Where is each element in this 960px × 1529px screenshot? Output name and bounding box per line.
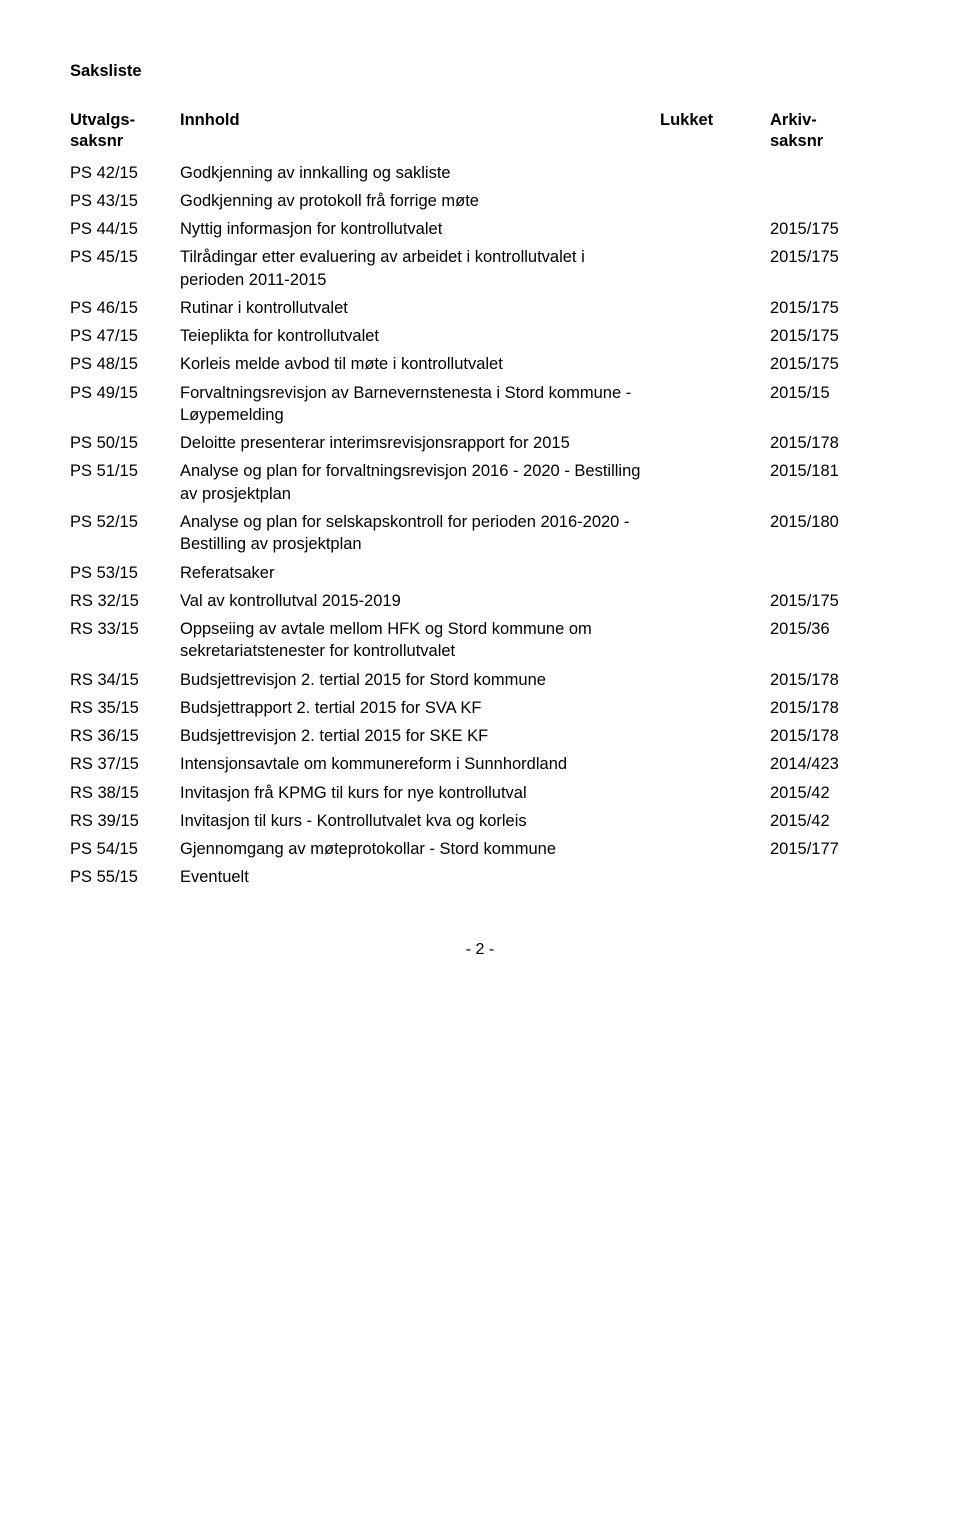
header-innhold: Innhold (180, 110, 660, 131)
cell-arkiv: 2015/175 (770, 353, 880, 375)
table-row: RS 33/15Oppseiing av avtale mellom HFK o… (70, 618, 890, 663)
cell-arkiv: 2015/177 (770, 838, 880, 860)
table-row: PS 46/15Rutinar i kontrollutvalet 2015/17… (70, 297, 890, 319)
header-lukket: Lukket (660, 110, 770, 131)
cell-innhold: Budsjettrevisjon 2. tertial 2015 for Sto… (180, 669, 660, 691)
cell-saksnr: RS 39/15 (70, 810, 180, 832)
table-row: PS 49/15Forvaltningsrevisjon av Barnever… (70, 382, 890, 427)
cell-arkiv: 2015/175 (770, 246, 880, 268)
cell-saksnr: PS 48/15 (70, 353, 180, 375)
cell-innhold: Teieplikta for kontrollutvalet (180, 325, 660, 347)
table-row: PS 52/15Analyse og plan for selskapskont… (70, 511, 890, 556)
cell-arkiv: 2015/175 (770, 218, 880, 240)
cell-arkiv: 2015/175 (770, 325, 880, 347)
cell-saksnr: PS 45/15 (70, 246, 180, 268)
cell-arkiv: 2015/180 (770, 511, 880, 533)
cell-innhold: Korleis melde avbod til møte i kontrollu… (180, 353, 660, 375)
cell-innhold: Oppseiing av avtale mellom HFK og Stord … (180, 618, 660, 663)
cell-innhold: Eventuelt (180, 866, 660, 888)
cell-innhold: Gjennomgang av møteprotokollar - Stord k… (180, 838, 660, 860)
cell-arkiv: 2015/15 (770, 382, 880, 404)
cell-innhold: Nyttig informasjon for kontrollutvalet (180, 218, 660, 240)
cell-saksnr: PS 55/15 (70, 866, 180, 888)
cell-arkiv: 2015/178 (770, 697, 880, 719)
cell-saksnr: PS 43/15 (70, 190, 180, 212)
table-row: RS 32/15Val av kontrollutval 2015-2019 20… (70, 590, 890, 612)
table-row: PS 42/15Godkjenning av innkalling og sak… (70, 162, 890, 184)
cell-saksnr: RS 34/15 (70, 669, 180, 691)
table-row: PS 43/15Godkjenning av protokoll frå for… (70, 190, 890, 212)
header-saksnr: Utvalgs- saksnr (70, 110, 180, 151)
cell-innhold: Invitasjon til kurs - Kontrollutvalet kv… (180, 810, 660, 832)
table-row: PS 45/15Tilrådingar etter evaluering av … (70, 246, 890, 291)
cell-saksnr: PS 49/15 (70, 382, 180, 404)
cell-arkiv: 2015/181 (770, 460, 880, 482)
cell-innhold: Val av kontrollutval 2015-2019 (180, 590, 660, 612)
cell-saksnr: PS 54/15 (70, 838, 180, 860)
cell-saksnr: PS 50/15 (70, 432, 180, 454)
cell-innhold: Intensjonsavtale om kommunereform i Sunn… (180, 753, 660, 775)
cell-saksnr: RS 32/15 (70, 590, 180, 612)
cell-saksnr: RS 33/15 (70, 618, 180, 640)
table-row: RS 38/15Invitasjon frå KPMG til kurs for… (70, 782, 890, 804)
table-row: PS 55/15Eventuelt (70, 866, 890, 888)
cell-saksnr: PS 42/15 (70, 162, 180, 184)
cell-innhold: Budsjettrevisjon 2. tertial 2015 for SKE… (180, 725, 660, 747)
cell-arkiv: 2015/175 (770, 297, 880, 319)
cell-saksnr: PS 53/15 (70, 562, 180, 584)
cell-saksnr: PS 44/15 (70, 218, 180, 240)
cell-arkiv: 2015/42 (770, 810, 880, 832)
table-row: RS 36/15Budsjettrevisjon 2. tertial 2015… (70, 725, 890, 747)
table-row: PS 53/15Referatsaker (70, 562, 890, 584)
cell-arkiv: 2014/423 (770, 753, 880, 775)
cell-innhold: Godkjenning av protokoll frå forrige møt… (180, 190, 660, 212)
cell-arkiv: 2015/178 (770, 669, 880, 691)
table-header-row: Utvalgs- saksnr Innhold Lukket Arkiv- sa… (70, 110, 890, 151)
cell-arkiv: 2015/36 (770, 618, 880, 640)
cell-innhold: Forvaltningsrevisjon av Barnevernstenest… (180, 382, 660, 427)
cell-innhold: Analyse og plan for forvaltningsrevisjon… (180, 460, 660, 505)
cell-saksnr: PS 46/15 (70, 297, 180, 319)
cell-innhold: Budsjettrapport 2. tertial 2015 for SVA … (180, 697, 660, 719)
table-row: PS 50/15Deloitte presenterar interimsrev… (70, 432, 890, 454)
cell-innhold: Deloitte presenterar interimsrevisjonsra… (180, 432, 660, 454)
table-row: PS 48/15Korleis melde avbod til møte i k… (70, 353, 890, 375)
cell-saksnr: PS 52/15 (70, 511, 180, 533)
table-row: RS 37/15Intensjonsavtale om kommunerefor… (70, 753, 890, 775)
cell-innhold: Analyse og plan for selskapskontroll for… (180, 511, 660, 556)
page-title: Saksliste (70, 60, 890, 82)
cell-innhold: Godkjenning av innkalling og sakliste (180, 162, 660, 184)
cell-arkiv: 2015/178 (770, 725, 880, 747)
cell-innhold: Tilrådingar etter evaluering av arbeidet… (180, 246, 660, 291)
cell-saksnr: RS 35/15 (70, 697, 180, 719)
cell-arkiv: 2015/178 (770, 432, 880, 454)
cell-saksnr: PS 47/15 (70, 325, 180, 347)
cell-saksnr: RS 36/15 (70, 725, 180, 747)
cell-innhold: Invitasjon frå KPMG til kurs for nye kon… (180, 782, 660, 804)
table-row: RS 35/15Budsjettrapport 2. tertial 2015 … (70, 697, 890, 719)
table-row: PS 44/15Nyttig informasjon for kontrollu… (70, 218, 890, 240)
table-row: PS 54/15Gjennomgang av møteprotokollar -… (70, 838, 890, 860)
table-row: PS 51/15Analyse og plan for forvaltnings… (70, 460, 890, 505)
cell-innhold: Referatsaker (180, 562, 660, 584)
table-row: RS 39/15Invitasjon til kurs - Kontrollut… (70, 810, 890, 832)
cell-saksnr: RS 37/15 (70, 753, 180, 775)
cell-innhold: Rutinar i kontrollutvalet (180, 297, 660, 319)
cell-arkiv: 2015/42 (770, 782, 880, 804)
cell-arkiv: 2015/175 (770, 590, 880, 612)
header-arkiv: Arkiv- saksnr (770, 110, 880, 151)
cell-saksnr: PS 51/15 (70, 460, 180, 482)
cell-saksnr: RS 38/15 (70, 782, 180, 804)
table-row: PS 47/15Teieplikta for kontrollutvalet 20… (70, 325, 890, 347)
table-row: RS 34/15Budsjettrevisjon 2. tertial 2015… (70, 669, 890, 691)
page-number: - 2 - (70, 939, 890, 961)
